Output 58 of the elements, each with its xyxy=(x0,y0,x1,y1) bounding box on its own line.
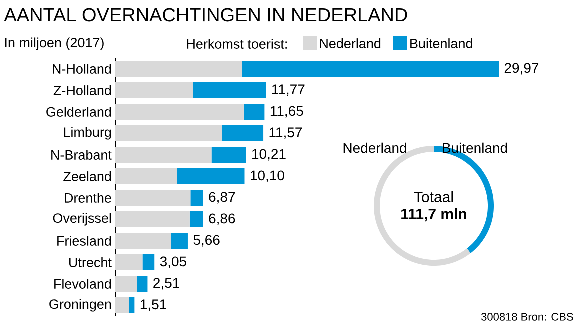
bar xyxy=(137,276,148,292)
annotation: 2,51 xyxy=(154,278,180,290)
bar xyxy=(171,233,188,250)
y-tick-label: N-Brabant xyxy=(52,150,112,160)
bar xyxy=(116,233,172,250)
annotation: 29,97 xyxy=(504,63,539,75)
bar xyxy=(242,61,500,77)
bar xyxy=(116,190,191,206)
y-tick-label: Friesland xyxy=(58,236,112,246)
annotation: 10,10 xyxy=(251,170,284,182)
y-tick-label: Overijssel xyxy=(53,213,112,226)
bar xyxy=(177,168,245,185)
slice-label: Buitenland xyxy=(443,142,508,154)
slice-label: Nederland xyxy=(344,142,406,154)
bar xyxy=(116,104,244,120)
y-tick-label: Groningen xyxy=(50,299,112,312)
bar xyxy=(244,104,265,120)
bar xyxy=(222,126,264,142)
chart-subtitle: In miljoen (2017) xyxy=(5,38,104,50)
annotation: 6,87 xyxy=(209,192,236,204)
bar xyxy=(193,82,266,98)
bar xyxy=(116,276,138,292)
legend-label: Buitenland xyxy=(410,38,472,48)
annotation: 3,05 xyxy=(160,256,186,268)
annotation: 5,66 xyxy=(194,235,220,247)
annotation: Totaal xyxy=(414,191,454,202)
bar xyxy=(190,190,204,206)
y-tick-label: Utrecht xyxy=(70,258,112,268)
bar xyxy=(116,212,190,228)
y-tick-label: N-Holland xyxy=(53,64,112,74)
y-tick-label: Limburg xyxy=(64,127,112,140)
annotation: 11,57 xyxy=(270,128,302,140)
bar xyxy=(142,254,155,271)
bar xyxy=(116,61,242,77)
annotation: 1,51 xyxy=(140,300,166,312)
annotation: 11,77 xyxy=(272,84,305,96)
bar xyxy=(116,298,130,314)
bar xyxy=(116,168,178,185)
bar xyxy=(116,82,194,98)
bar xyxy=(116,126,222,142)
y-tick-label: Zeeland xyxy=(64,172,112,182)
bar xyxy=(190,212,204,228)
annotation: 111,7 mln xyxy=(402,208,466,222)
legend-label: Nederland xyxy=(320,38,381,48)
bar xyxy=(116,147,212,163)
legend-title: Herkomst toerist: xyxy=(187,39,287,49)
chart-title: AANTAL OVERNACHTINGEN IN NEDERLAND xyxy=(4,8,408,22)
annotation: 300818 Bron: CBS xyxy=(481,313,574,321)
y-tick-label: Z-Holland xyxy=(54,86,112,96)
bar xyxy=(116,254,143,271)
y-tick-label: Gelderland xyxy=(46,107,112,117)
annotation: 6,86 xyxy=(209,214,236,226)
annotation: 11,65 xyxy=(270,106,304,118)
annotation: 10,21 xyxy=(252,149,286,161)
bar xyxy=(129,298,135,314)
bar xyxy=(212,147,246,163)
y-tick-label: Flevoland xyxy=(54,279,112,289)
y-tick-label: Drenthe xyxy=(65,193,112,203)
